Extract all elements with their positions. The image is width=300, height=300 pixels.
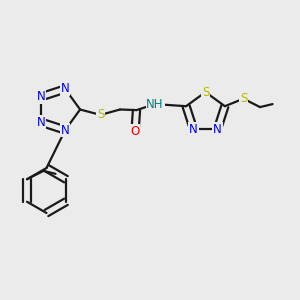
Text: N: N <box>61 82 70 95</box>
Text: N: N <box>213 122 222 136</box>
Text: O: O <box>130 125 140 138</box>
Text: N: N <box>189 122 198 136</box>
Text: N: N <box>37 90 45 103</box>
Text: NH: NH <box>146 98 164 111</box>
Text: S: S <box>97 108 104 122</box>
Text: N: N <box>37 116 45 129</box>
Text: N: N <box>61 124 70 136</box>
Text: S: S <box>240 92 247 105</box>
Text: S: S <box>202 85 209 99</box>
